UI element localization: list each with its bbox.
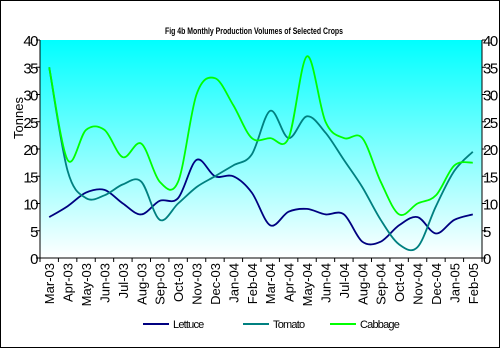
y-axis-title: Tonnes [11, 97, 26, 139]
x-tick-label: Oct-03 [171, 263, 186, 302]
series-line-lettuce [48, 158, 474, 246]
x-tick-label: Jul-03 [116, 263, 131, 298]
y-tick-label-right: 5 [483, 224, 491, 241]
x-tick-label: Sep-03 [153, 263, 168, 305]
y-tick-label-right: 0 [483, 251, 491, 268]
y-tick-label-right: 10 [483, 197, 498, 214]
x-tick-label: Mar-04 [263, 263, 278, 304]
y-tick-label-left: 40 [23, 33, 38, 50]
x-tick-label: Dec-03 [208, 263, 223, 305]
x-tick-label: Nov-03 [190, 263, 205, 305]
x-tick-label: Feb-04 [245, 263, 260, 304]
x-tick-label: Nov-04 [411, 263, 426, 305]
y-tick-label-left: 10 [23, 197, 38, 214]
x-tick-label: Aug-04 [355, 263, 370, 305]
x-tick-label: Jun-03 [97, 263, 112, 303]
x-tick-label: May-03 [79, 263, 94, 306]
y-tick-label-left: 15 [23, 169, 38, 186]
y-tick-label-left: 5 [30, 224, 38, 241]
x-tick-label: Apr-04 [282, 263, 297, 302]
y-tick-label-right: 30 [483, 88, 498, 105]
y-tick-label-left: 20 [23, 142, 38, 159]
legend: Lettuce Tomato Cabbage [143, 319, 401, 331]
x-tick-label: Sep-04 [374, 263, 389, 305]
y-tick-label-left: 35 [23, 60, 38, 77]
x-tick-label: Feb-05 [466, 263, 481, 304]
y-tick-label-right: 25 [483, 115, 498, 132]
y-tick-label-left: 30 [23, 88, 38, 105]
legend-label-cabbage: Cabbage [360, 319, 400, 331]
x-tick-label: Jan-05 [447, 263, 462, 303]
y-tick-label-right: 40 [483, 33, 498, 50]
chart-title: Fig 4b Monthly Production Volumes of Sel… [165, 26, 343, 37]
x-tick-label: Jan-04 [226, 263, 241, 303]
y-tick-label-right: 20 [483, 142, 498, 159]
x-tick-label: Aug-03 [134, 263, 149, 305]
x-tick-label: Apr-03 [61, 263, 76, 302]
plot-area [40, 40, 482, 258]
y-tick-label-right: 35 [483, 60, 498, 77]
y-tick-label-left: 0 [30, 251, 38, 268]
x-tick-label: Mar-03 [42, 263, 57, 304]
y-tick-label-right: 15 [483, 169, 498, 186]
x-tick-label: May-04 [300, 263, 315, 306]
x-tick-label: Jul-04 [337, 263, 352, 298]
x-tick-label: Oct-04 [392, 263, 407, 302]
series-line-cabbage [48, 55, 473, 216]
legend-label-lettuce: Lettuce [173, 319, 204, 331]
y-tick-label-left: 25 [23, 115, 38, 132]
x-tick-label: Jun-04 [318, 263, 333, 303]
legend-label-tomato: Tomato [273, 319, 305, 331]
x-tick-label: Dec-04 [429, 263, 444, 305]
